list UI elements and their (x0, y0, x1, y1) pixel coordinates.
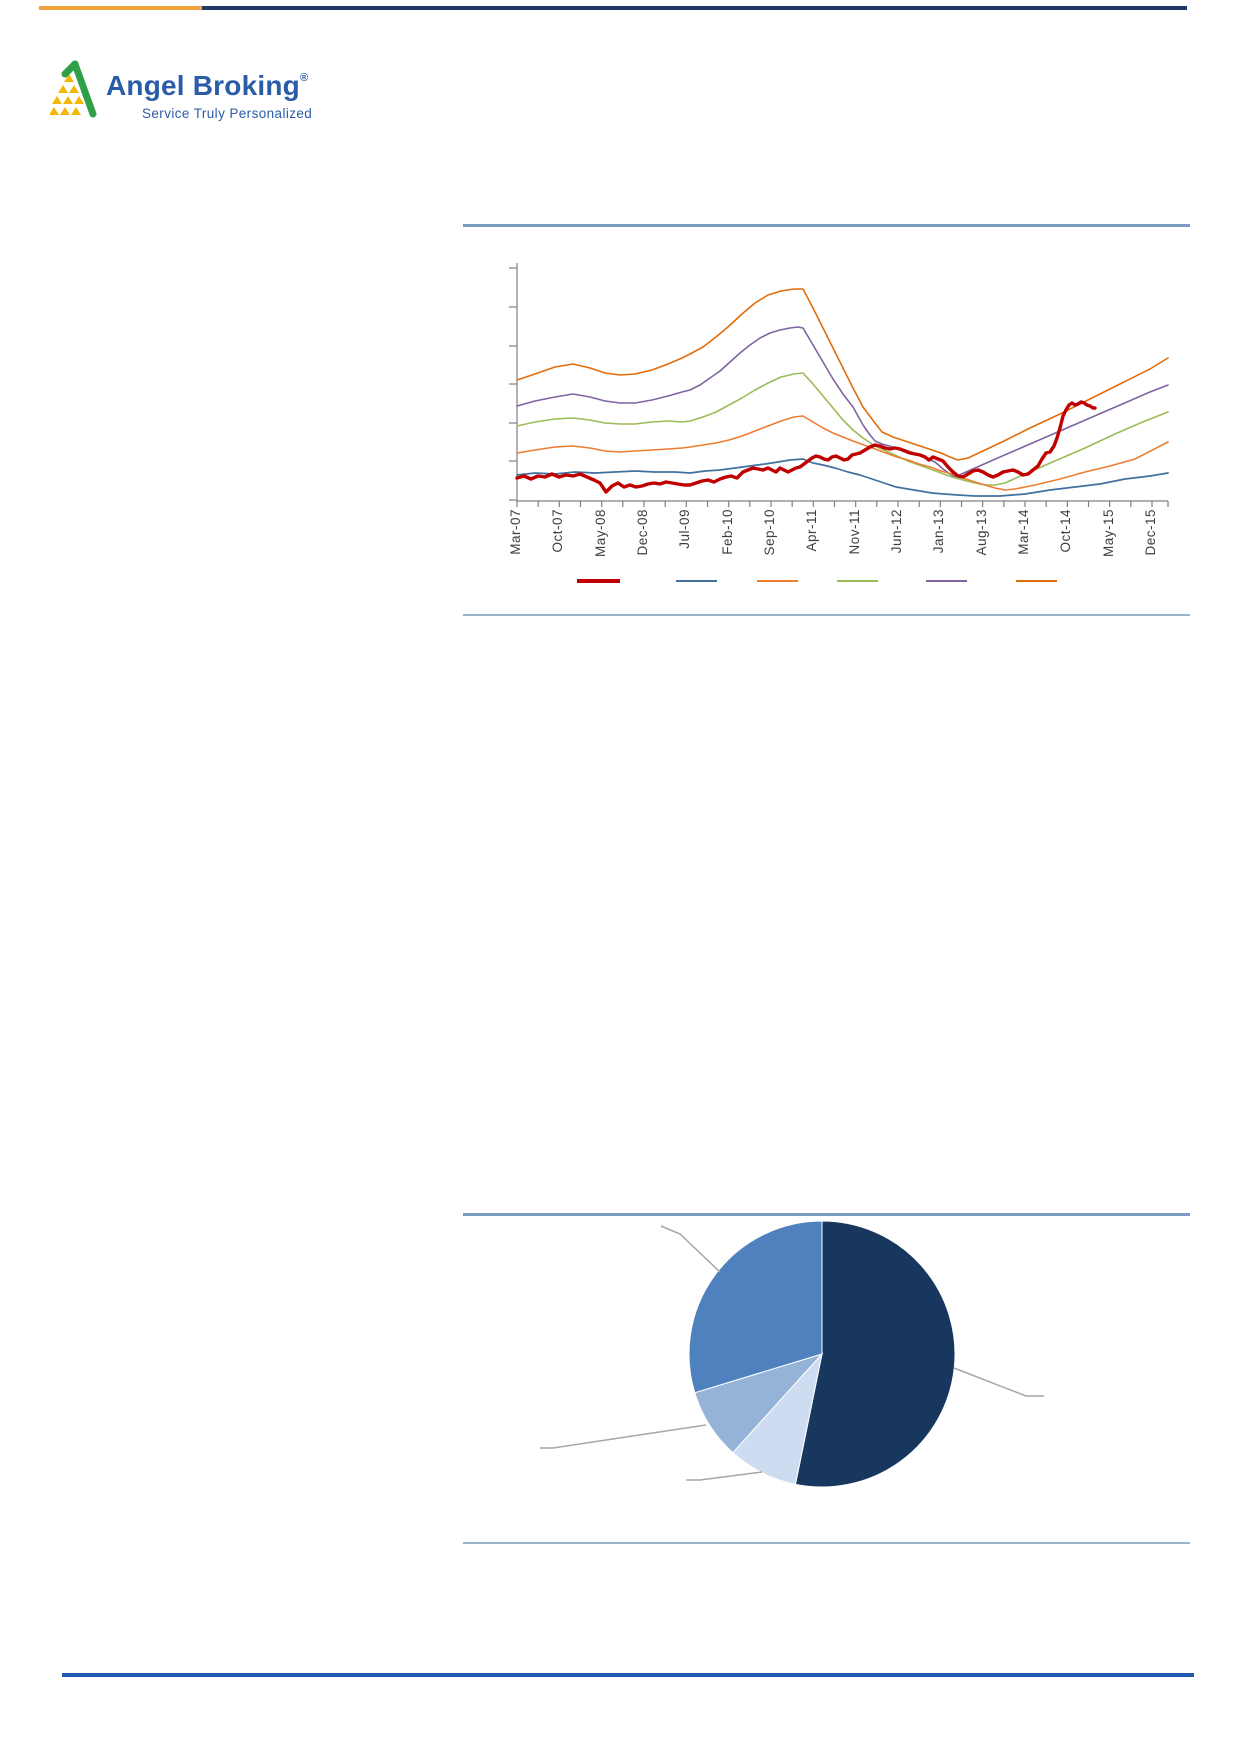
series-line-blue (516, 458, 1169, 497)
x-axis-label: Nov-11 (846, 509, 862, 555)
registered-mark: ® (299, 72, 309, 84)
legend-purple (926, 580, 967, 582)
x-axis-label: Aug-13 (973, 509, 989, 556)
x-axis-label: Jun-12 (888, 509, 904, 554)
x-axis-label: Mar-14 (1015, 509, 1031, 555)
brand-name: Angel Broking® (106, 70, 308, 102)
logo-pyramid-icon (50, 60, 97, 118)
x-axis-label: Apr-11 (804, 509, 820, 552)
leader-palest (686, 1471, 763, 1481)
chart1-bottom-rule (463, 614, 1190, 616)
chart2-bottom-rule (463, 1542, 1190, 1544)
leader-navy (953, 1367, 1044, 1397)
x-axis-label: Mar-07 (508, 509, 523, 555)
pie-slice-navy (794, 1220, 956, 1488)
line-chart-axes (516, 263, 1168, 502)
brand-tagline: Service Truly Personalized (142, 106, 313, 121)
x-axis-label: Dec-15 (1142, 509, 1158, 556)
footer-accent-line (62, 1673, 1194, 1677)
legend-green (837, 580, 878, 582)
x-axis-label: Oct-07 (550, 509, 566, 553)
legend-red (577, 579, 620, 583)
series-band-orange-low (516, 415, 1169, 491)
pie-slice-medium (688, 1220, 823, 1394)
leader-medium (660, 1225, 721, 1273)
leader-light (540, 1424, 707, 1449)
brand-text: Angel Broking (106, 70, 300, 101)
x-axis-label: May-15 (1100, 509, 1116, 558)
legend-orange-low (757, 580, 798, 582)
top-bar-blue-segment (202, 6, 1187, 10)
legend-blue (676, 580, 717, 582)
x-axis-label: May-08 (592, 509, 608, 558)
chart1-top-rule (463, 224, 1190, 227)
x-axis-label: Jan-13 (931, 509, 947, 554)
x-axis-label: Jul-09 (677, 509, 693, 549)
legend-orange-high (1016, 580, 1057, 582)
x-axis-label: Dec-08 (634, 509, 650, 556)
top-bar-orange-segment (39, 6, 202, 10)
x-axis-label: Oct-14 (1058, 509, 1074, 553)
x-axis-label: Feb-10 (719, 509, 735, 555)
angel-broking-logo: Angel Broking® Service Truly Personalize… (50, 56, 313, 136)
series-line-red-thick (515, 400, 1097, 494)
chart2-top-rule (463, 1213, 1190, 1216)
x-axis-label: Sep-10 (761, 509, 777, 556)
series-band-orange-high (516, 288, 1169, 461)
series-band-green (516, 372, 1169, 486)
